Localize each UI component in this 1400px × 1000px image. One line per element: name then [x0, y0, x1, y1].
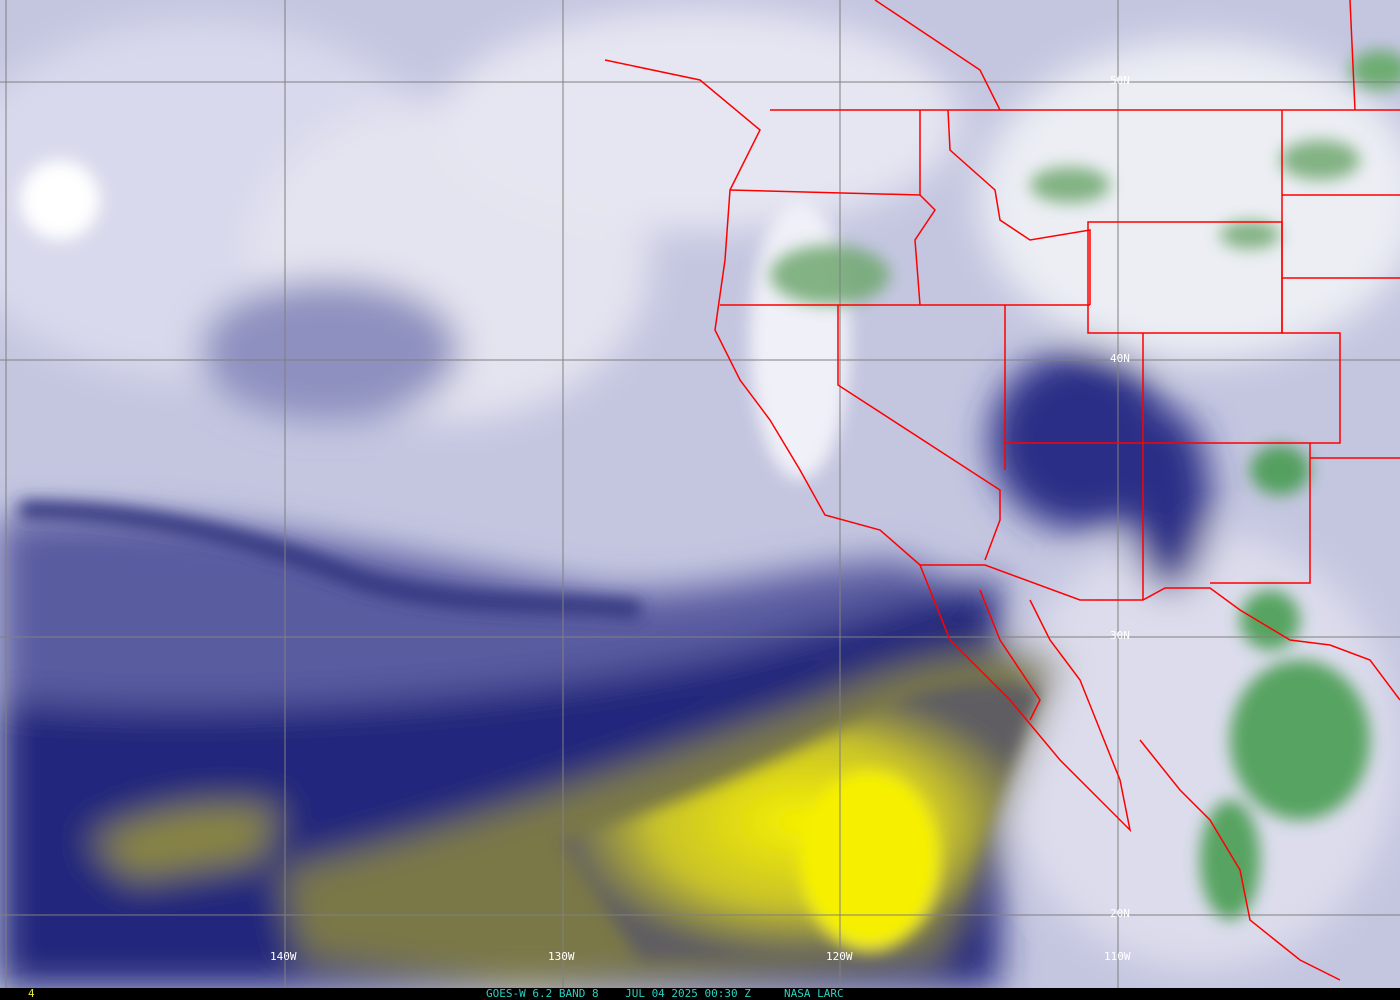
lon-label: 120W — [826, 950, 853, 963]
lon-label: 140W — [270, 950, 297, 963]
lon-label: 110W — [1104, 950, 1131, 963]
lat-label: 30N — [1110, 629, 1130, 642]
lat-label: 20N — [1110, 907, 1130, 920]
lon-label: 130W — [548, 950, 575, 963]
image-caption: GOES-W 6.2 BAND 8 JUL 04 2025 00:30 Z NA… — [486, 987, 844, 1000]
caption-bar: 4 GOES-W 6.2 BAND 8 JUL 04 2025 00:30 Z … — [0, 988, 1400, 1000]
convective-clouds — [770, 50, 1400, 920]
frame-number: 4 — [28, 987, 35, 1000]
lat-label: 40N — [1110, 352, 1130, 365]
political-borders — [604, 0, 1400, 981]
lat-label: 50N — [1110, 74, 1130, 87]
